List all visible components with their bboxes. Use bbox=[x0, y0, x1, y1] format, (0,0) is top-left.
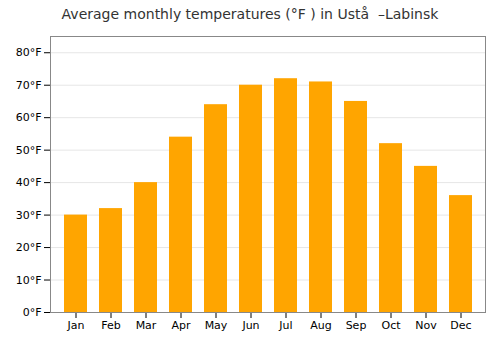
svg-text:20°F: 20°F bbox=[16, 241, 42, 254]
svg-text:50°F: 50°F bbox=[16, 144, 42, 157]
svg-text:Feb: Feb bbox=[101, 319, 120, 332]
html-text:Average monthly temperatures (: Average monthly temperatures (°F ) in Us… bbox=[61, 6, 439, 22]
svg-text:Oct: Oct bbox=[381, 319, 401, 332]
svg-text:Aug: Aug bbox=[310, 319, 331, 332]
svg-text:0°F: 0°F bbox=[23, 306, 42, 319]
svg-text:Dec: Dec bbox=[450, 319, 471, 332]
svg-text:Jul: Jul bbox=[278, 319, 292, 332]
svg-text:80°F: 80°F bbox=[16, 46, 42, 59]
svg-text:60°F: 60°F bbox=[16, 111, 42, 124]
svg-text:Nov: Nov bbox=[415, 319, 437, 332]
svg-text:30°F: 30°F bbox=[16, 209, 42, 222]
svg-text:Mar: Mar bbox=[136, 319, 157, 332]
svg-text:10°F: 10°F bbox=[16, 274, 42, 287]
svg-text:70°F: 70°F bbox=[16, 79, 42, 92]
svg-text:Jun: Jun bbox=[241, 319, 259, 332]
svg-text:Apr: Apr bbox=[171, 319, 191, 332]
svg-text:Jan: Jan bbox=[67, 319, 85, 332]
svg-text:Sep: Sep bbox=[346, 319, 367, 332]
svg-text:May: May bbox=[205, 319, 228, 332]
svg-text:40°F: 40°F bbox=[16, 176, 42, 189]
